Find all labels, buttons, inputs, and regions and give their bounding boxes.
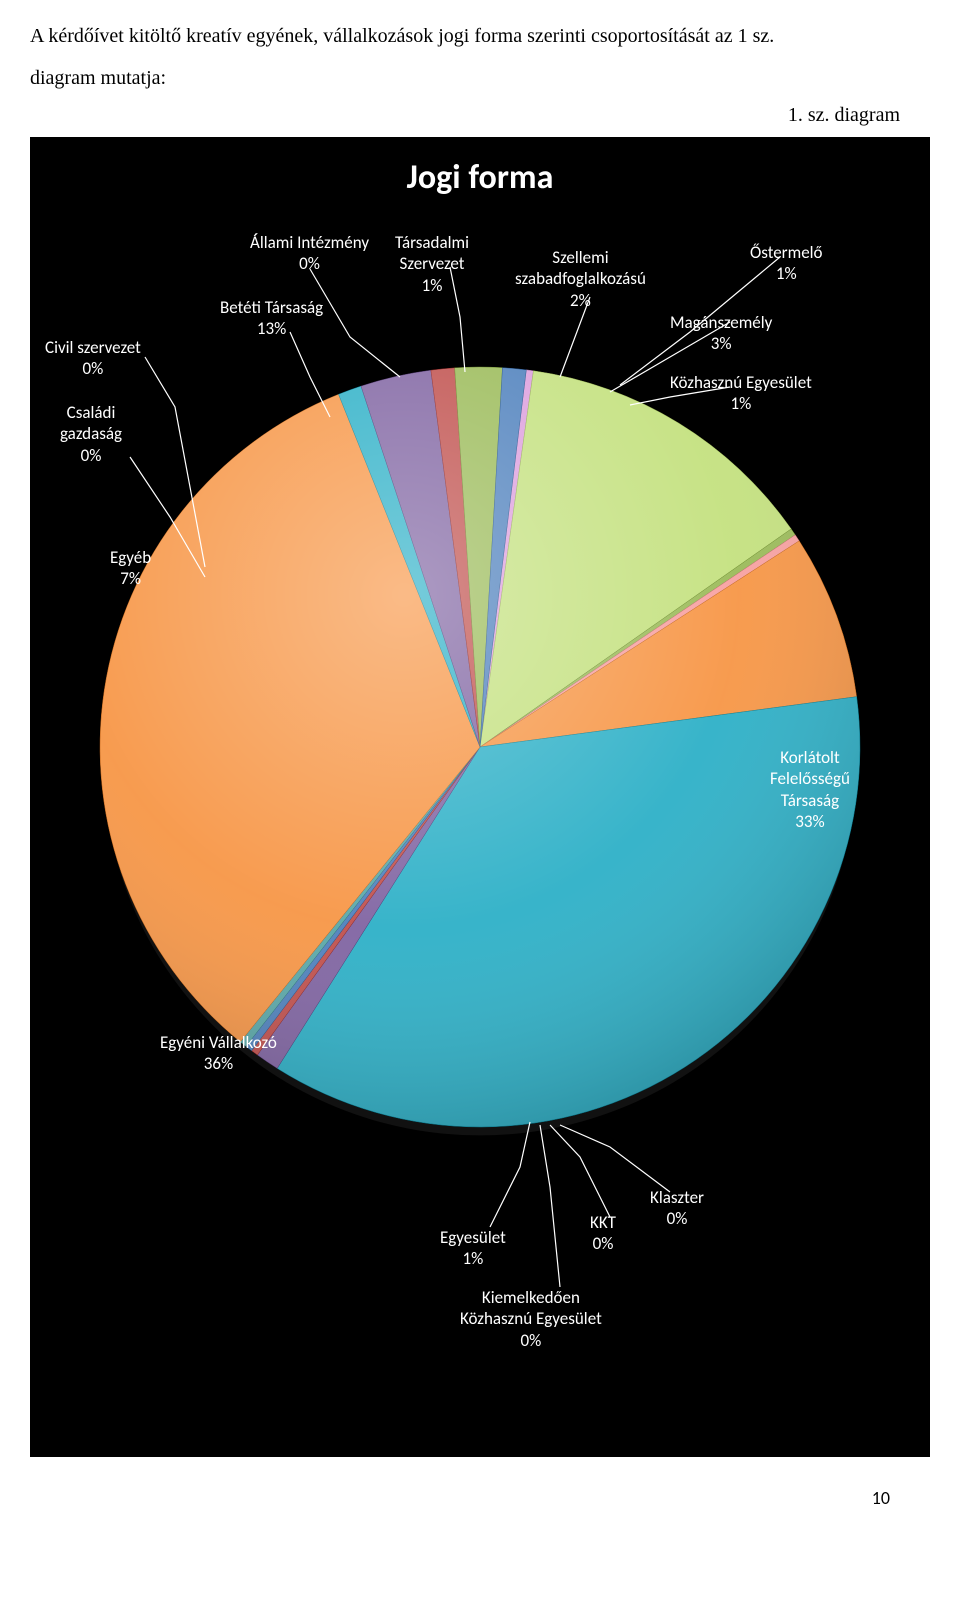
- intro-line-1: A kérdőívet kitöltő kreatív egyének, vál…: [30, 20, 930, 52]
- intro-line-2: diagram mutatja:: [30, 62, 930, 94]
- chart-label: Közhasznú Egyesület 1%: [670, 372, 812, 415]
- chart-label: Szellemi szabadfoglalkozású 2%: [515, 247, 646, 311]
- page-number: 10: [30, 1487, 890, 1509]
- chart-label: Magánszemély 3%: [670, 312, 772, 355]
- leader-line: [550, 1125, 610, 1217]
- chart-label: Egyesület 1%: [440, 1227, 506, 1270]
- chart-label: Egyéb 7%: [110, 547, 151, 590]
- pie-svg: [100, 367, 860, 1127]
- pie-chart-panel: Jogi forma Állami Intézmény 0% Betéti Tár…: [30, 137, 930, 1457]
- chart-label: Egyéni Vállalkozó 36%: [160, 1032, 277, 1075]
- chart-label: Kiemelkedően Közhasznú Egyesület 0%: [460, 1287, 602, 1351]
- chart-label: Korlátolt Felelősségű Társaság 33%: [770, 747, 850, 832]
- chart-label: Civil szervezet 0%: [45, 337, 141, 380]
- chart-label: Családi gazdaság 0%: [60, 402, 122, 466]
- chart-label: Őstermelő 1%: [750, 242, 823, 285]
- chart-label: KKT 0%: [590, 1212, 616, 1255]
- leader-line: [560, 1125, 670, 1192]
- leader-line: [490, 1122, 530, 1227]
- document-page: A kérdőívet kitöltő kreatív egyének, vál…: [0, 0, 960, 1529]
- chart-label: Betéti Társaság 13%: [220, 297, 323, 340]
- chart-label: Klaszter 0%: [650, 1187, 704, 1230]
- leader-line: [540, 1125, 560, 1287]
- chart-label: Állami Intézmény 0%: [250, 232, 369, 275]
- chart-label: Társadalmi Szervezet 1%: [395, 232, 469, 296]
- chart-title: Jogi forma: [30, 157, 930, 198]
- pie-chart: [100, 367, 860, 1127]
- leader-line: [310, 269, 400, 377]
- figure-caption: 1. sz. diagram: [30, 104, 900, 127]
